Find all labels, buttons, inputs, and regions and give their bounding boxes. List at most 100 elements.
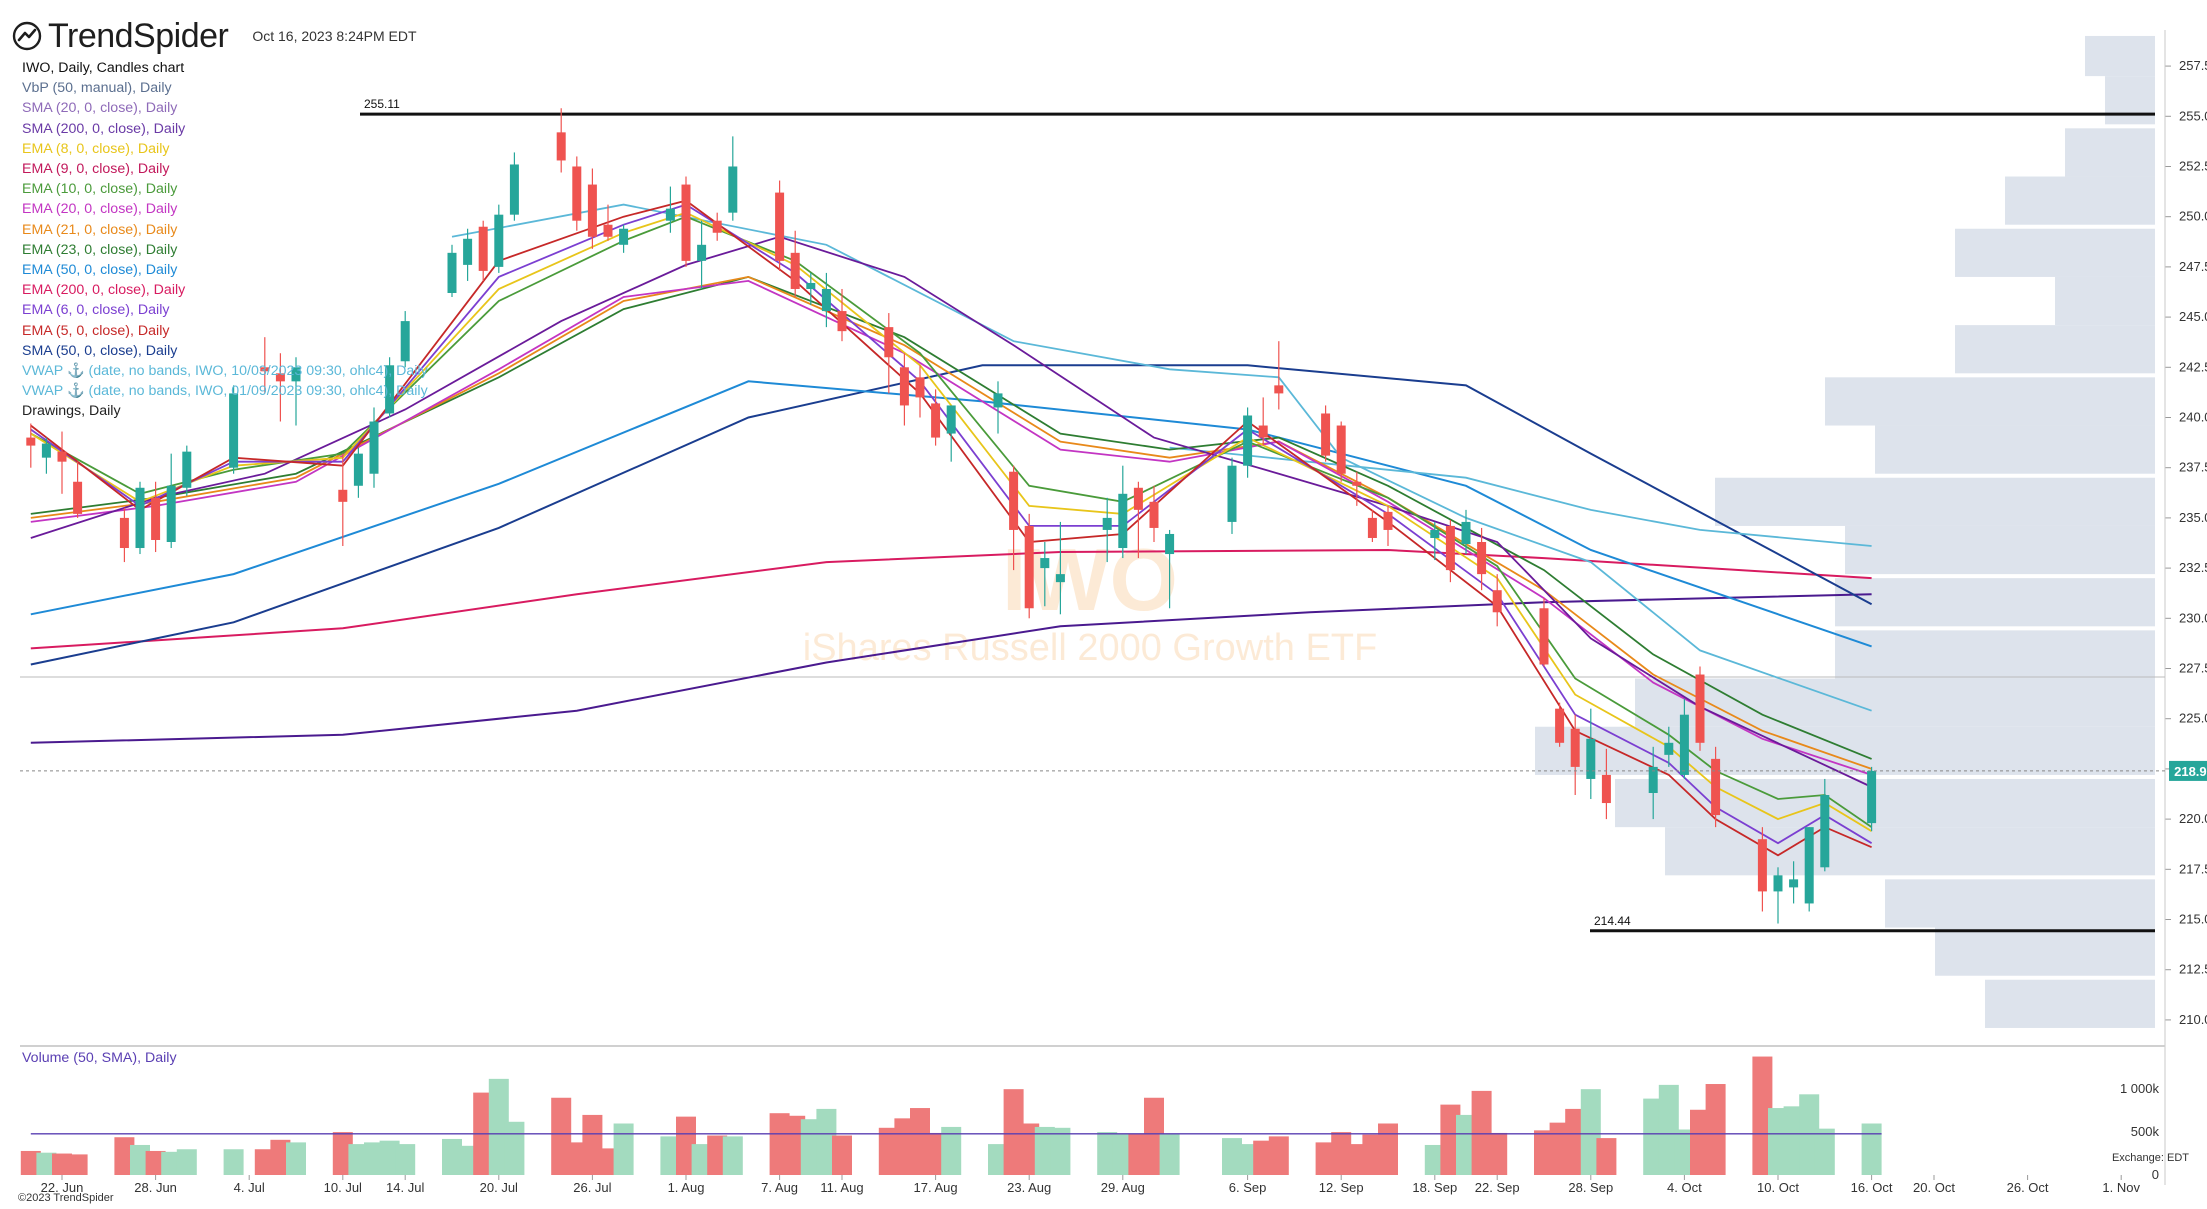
candle-body[interactable] [1009, 471, 1019, 530]
volume-bar[interactable] [1378, 1123, 1398, 1176]
candle-body[interactable] [806, 282, 816, 289]
candle-body[interactable] [1757, 839, 1767, 892]
volume-bar[interactable] [1705, 1084, 1726, 1175]
candle-body[interactable] [946, 405, 956, 434]
legend-study-11[interactable]: EMA (6, 0, close), Daily [22, 302, 170, 319]
volume-bar[interactable] [442, 1138, 462, 1175]
volume-bar[interactable] [20, 1150, 41, 1175]
legend-study-3[interactable]: EMA (8, 0, close), Daily [22, 140, 170, 157]
volume-bar[interactable] [1331, 1132, 1352, 1175]
legend-study-10[interactable]: EMA (200, 0, close), Daily [22, 282, 186, 299]
volume-bar[interactable] [1237, 1144, 1258, 1175]
candle-body[interactable] [1461, 521, 1471, 545]
candle-body[interactable] [1648, 766, 1658, 794]
volume-bar[interactable] [1159, 1133, 1180, 1175]
volume-bar[interactable] [988, 1144, 1008, 1175]
volume-bar[interactable] [1440, 1104, 1461, 1175]
candle-body[interactable] [931, 403, 941, 438]
volume-bar[interactable] [457, 1145, 478, 1175]
candle-body[interactable] [463, 238, 473, 265]
candle-body[interactable] [728, 166, 738, 213]
candle-body[interactable] [1492, 590, 1502, 613]
volume-bar[interactable] [925, 1132, 946, 1175]
volume-bar[interactable] [1268, 1136, 1289, 1175]
volume-bar[interactable] [769, 1113, 790, 1175]
volume-bar[interactable] [1456, 1114, 1476, 1175]
volume-bar[interactable] [1643, 1098, 1664, 1175]
volume-bar[interactable] [910, 1108, 930, 1175]
volume-bar[interactable] [941, 1126, 962, 1175]
volume-bar[interactable] [1799, 1094, 1820, 1175]
candle-body[interactable] [884, 327, 894, 358]
candle-body[interactable] [790, 252, 800, 289]
candle-body[interactable] [1789, 879, 1799, 888]
volume-bar[interactable] [379, 1140, 400, 1175]
candle-body[interactable] [712, 220, 722, 233]
volume-bar[interactable] [1128, 1133, 1149, 1175]
candle-body[interactable] [993, 393, 1003, 408]
volume-bar[interactable] [332, 1132, 353, 1175]
candle-body[interactable] [1477, 541, 1487, 575]
volume-bar[interactable] [1596, 1138, 1617, 1175]
candle-body[interactable] [1539, 608, 1549, 665]
volume-bar[interactable] [36, 1152, 57, 1175]
candle-body[interactable] [603, 224, 613, 237]
candle-body[interactable] [260, 367, 270, 372]
candle-body[interactable] [1804, 827, 1814, 904]
legend-study-8[interactable]: EMA (23, 0, close), Daily [22, 241, 178, 258]
candle-body[interactable] [821, 288, 831, 312]
volume-bar[interactable] [364, 1142, 384, 1175]
candle-body[interactable] [494, 214, 504, 267]
volume-bar[interactable] [613, 1123, 634, 1176]
legend-study-15[interactable]: VWAP ⚓ (date, no bands, IWO, 01/09/2023 … [22, 383, 428, 400]
volume-bar[interactable] [1487, 1132, 1508, 1175]
volume-bar[interactable] [1222, 1138, 1242, 1175]
volume-bar[interactable] [1003, 1089, 1024, 1175]
volume-bar[interactable] [348, 1144, 369, 1175]
legend-study-6[interactable]: EMA (20, 0, close), Daily [22, 201, 178, 218]
legend-study-13[interactable]: SMA (50, 0, close), Daily [22, 342, 178, 359]
candle-body[interactable] [1773, 875, 1783, 892]
candle-body[interactable] [447, 252, 457, 293]
candle-body[interactable] [1555, 708, 1565, 743]
volume-bar[interactable] [52, 1153, 72, 1175]
candle-body[interactable] [275, 373, 285, 382]
candle-body[interactable] [57, 451, 67, 462]
volume-bar[interactable] [1097, 1132, 1118, 1175]
candle-body[interactable] [41, 443, 51, 458]
volume-bar[interactable] [1814, 1128, 1835, 1175]
legend-study-2[interactable]: SMA (200, 0, close), Daily [22, 120, 186, 137]
candle-body[interactable] [1149, 501, 1159, 528]
candle-body[interactable] [1695, 674, 1705, 743]
candle-body[interactable] [1445, 525, 1455, 571]
legend-study-16[interactable]: Drawings, Daily [22, 403, 121, 420]
candle-body[interactable] [1243, 415, 1253, 466]
candle-body[interactable] [1102, 517, 1112, 530]
candle-body[interactable] [775, 192, 785, 261]
candle-body[interactable] [1352, 481, 1362, 486]
volume-bar[interactable] [660, 1136, 681, 1175]
volume-bar[interactable] [1580, 1089, 1601, 1175]
volume-bar[interactable] [832, 1135, 852, 1175]
candle-body[interactable] [619, 228, 629, 245]
candle-body[interactable] [1664, 742, 1674, 755]
volume-bar[interactable] [1019, 1123, 1040, 1176]
volume-bar[interactable] [1050, 1127, 1071, 1175]
candle-body[interactable] [556, 132, 566, 161]
candle-body[interactable] [1024, 525, 1034, 609]
volume-bar[interactable] [395, 1144, 416, 1175]
candle-body[interactable] [26, 437, 36, 446]
candle-body[interactable] [837, 311, 847, 332]
volume-bar[interactable] [1346, 1144, 1367, 1175]
candle-body[interactable] [1867, 770, 1877, 824]
volume-bar[interactable] [270, 1139, 291, 1175]
candle-body[interactable] [338, 489, 348, 502]
volume-bar[interactable] [1783, 1106, 1804, 1175]
legend-chart-title[interactable]: IWO, Daily, Candles chart [22, 60, 185, 76]
volume-bar[interactable] [176, 1149, 197, 1175]
volume-bar[interactable] [1034, 1126, 1055, 1175]
candle-body[interactable] [681, 184, 691, 261]
volume-bar[interactable] [676, 1116, 696, 1175]
candle-body[interactable] [1227, 465, 1237, 522]
